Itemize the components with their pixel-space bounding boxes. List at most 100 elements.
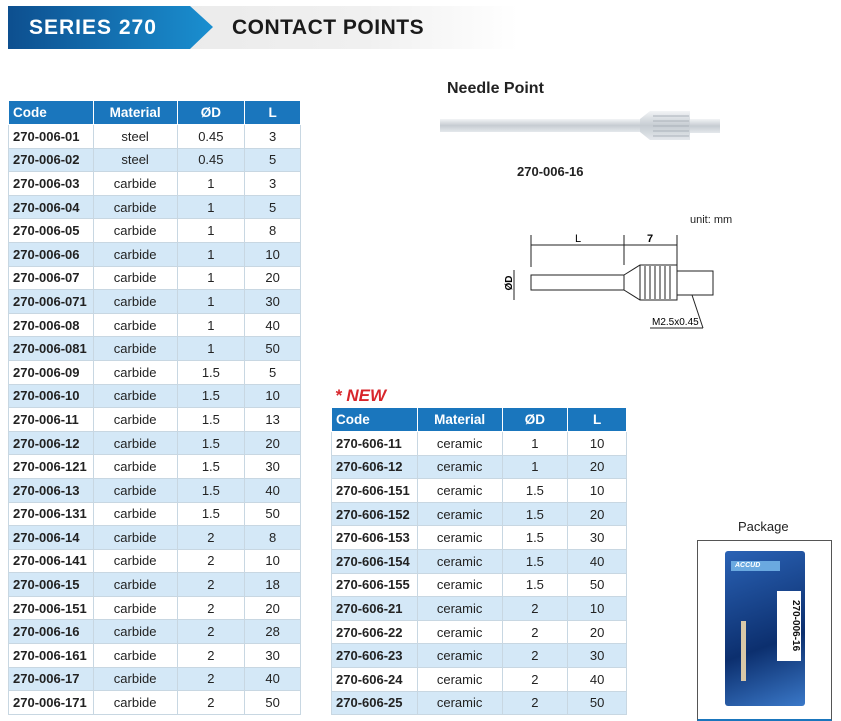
diameter-cell: 2 [176, 619, 246, 645]
material-cell: ceramic [416, 478, 503, 503]
material-cell: steel [92, 124, 178, 149]
material-cell: carbide [92, 666, 178, 692]
table-row: 270-006-161 carbide 2 30 [8, 643, 301, 668]
material-cell: ceramic [416, 572, 503, 598]
code-cell: 270-006-14 [8, 525, 94, 550]
package-brand: ACCUD [731, 561, 780, 571]
column-header: Material [92, 100, 178, 125]
table-row: 270-006-16 carbide 2 28 [8, 619, 301, 645]
material-cell: carbide [92, 171, 178, 196]
length-cell: 40 [244, 477, 301, 503]
table-row: 270-606-23 ceramic 2 30 [331, 643, 627, 668]
code-cell: 270-006-12 [8, 430, 94, 456]
material-cell: carbide [92, 359, 178, 385]
diameter-cell: 1 [176, 218, 246, 243]
new-label: * NEW [335, 386, 386, 405]
diameter-cell: 1.5 [176, 383, 246, 409]
code-cell: 270-006-01 [8, 124, 94, 149]
diameter-cell: 1 [176, 336, 246, 361]
table-row: 270-006-141 carbide 2 10 [8, 548, 301, 574]
code-cell: 270-606-25 [331, 690, 418, 716]
length-cell: 8 [244, 218, 301, 243]
dim-7-label: 7 [647, 233, 653, 245]
diameter-cell: 2 [176, 690, 246, 715]
table-row: 270-006-07 carbide 1 20 [8, 265, 301, 291]
length-cell: 30 [567, 643, 627, 668]
code-cell: 270-006-10 [8, 383, 94, 409]
length-cell: 20 [567, 501, 627, 527]
package-code: 270-006-16 [777, 591, 801, 661]
table-row: 270-006-06 carbide 1 10 [8, 241, 301, 267]
dim-d-label: ØD [504, 276, 515, 291]
diameter-cell: 1 [176, 171, 246, 196]
column-header: Code [8, 100, 94, 125]
diameter-cell: 1.5 [176, 477, 246, 503]
diameter-cell: 2 [176, 572, 246, 597]
product-name: Needle Point [447, 80, 544, 97]
table-row: 270-606-155 ceramic 1.5 50 [331, 572, 627, 598]
diameter-cell: 1 [176, 241, 246, 267]
diameter-cell: 2 [176, 595, 246, 621]
table-row: 270-006-02 steel 0.45 5 [8, 147, 301, 173]
code-cell: 270-006-07 [8, 265, 94, 291]
length-cell: 30 [244, 643, 301, 668]
material-cell: carbide [92, 407, 178, 432]
material-cell: carbide [92, 194, 178, 220]
diameter-cell: 1 [176, 194, 246, 220]
code-cell: 270-606-11 [331, 431, 418, 456]
code-cell: 270-006-04 [8, 194, 94, 220]
table-row: 270-006-13 carbide 1.5 40 [8, 477, 301, 503]
length-cell: 28 [244, 619, 301, 645]
material-cell: ceramic [416, 666, 503, 692]
code-cell: 270-006-16 [8, 619, 94, 645]
diameter-cell: 1 [176, 265, 246, 291]
package-image-frame: ACCUD 270-006-16 [697, 540, 832, 721]
code-cell: 270-606-23 [331, 643, 418, 668]
code-cell: 270-006-02 [8, 147, 94, 173]
diameter-cell: 1.5 [501, 478, 569, 503]
code-cell: 270-606-154 [331, 548, 418, 574]
table-row: 270-606-153 ceramic 1.5 30 [331, 525, 627, 550]
left-spec-table: Code Material ØD L 270-006-01 steel 0.45 3 270-0… [8, 100, 301, 715]
length-cell: 5 [244, 147, 301, 173]
table-row: 270-606-151 ceramic 1.5 10 [331, 478, 627, 503]
table-row: 270-606-25 ceramic 2 50 [331, 690, 627, 716]
table-row: 270-006-01 steel 0.45 3 [8, 124, 301, 149]
code-cell: 270-006-05 [8, 218, 94, 243]
dim-l-label: L [575, 233, 581, 245]
code-cell: 270-606-155 [331, 572, 418, 598]
diameter-cell: 1.5 [501, 548, 569, 574]
unit-label: unit: mm [690, 214, 733, 226]
table-row: 270-006-131 carbide 1.5 50 [8, 501, 301, 527]
table-row: 270-006-171 carbide 2 50 [8, 690, 301, 715]
diameter-cell: 1.5 [176, 430, 246, 456]
column-header: L [244, 100, 301, 125]
dimension-drawing: L 7 ØD M2.5x0.45 [504, 233, 714, 329]
table-row: 270-006-12 carbide 1.5 20 [8, 430, 301, 456]
length-cell: 40 [567, 666, 627, 692]
length-cell: 5 [244, 194, 301, 220]
material-cell: carbide [92, 430, 178, 456]
diameter-cell: 2 [176, 548, 246, 574]
material-cell: steel [92, 147, 178, 173]
material-cell: carbide [92, 454, 178, 479]
code-cell: 270-606-12 [331, 454, 418, 480]
length-cell: 50 [567, 572, 627, 598]
table-row: 270-606-154 ceramic 1.5 40 [331, 548, 627, 574]
code-cell: 270-006-06 [8, 241, 94, 267]
diameter-cell: 2 [176, 666, 246, 692]
table-row: 270-006-03 carbide 1 3 [8, 171, 301, 196]
material-cell: ceramic [416, 525, 503, 550]
diameter-cell: 1 [501, 431, 569, 456]
table-row: 270-006-05 carbide 1 8 [8, 218, 301, 243]
diameter-cell: 2 [176, 525, 246, 550]
length-cell: 10 [567, 431, 627, 456]
table-row: 270-006-09 carbide 1.5 5 [8, 359, 301, 385]
code-cell: 270-006-081 [8, 336, 94, 361]
diameter-cell: 1 [501, 454, 569, 480]
material-cell: carbide [92, 265, 178, 291]
length-cell: 40 [244, 666, 301, 692]
length-cell: 3 [244, 171, 301, 196]
series-label: SERIES 270 [8, 6, 213, 49]
code-cell: 270-606-21 [331, 596, 418, 621]
